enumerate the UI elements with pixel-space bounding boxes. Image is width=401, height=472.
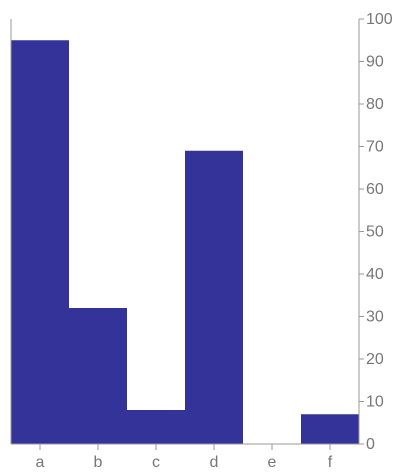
- y-tick-label: 40: [366, 266, 384, 283]
- x-tick-label: c: [152, 454, 160, 471]
- y-tick-label: 90: [366, 54, 384, 71]
- x-tick-label: d: [210, 454, 219, 471]
- bar-a: [11, 40, 69, 444]
- x-tick-label: f: [328, 454, 333, 471]
- y-tick-label: 20: [366, 351, 384, 368]
- y-tick-label: 0: [366, 436, 375, 453]
- bar-d: [185, 150, 243, 444]
- x-tick-label: a: [36, 454, 45, 471]
- y-tick-label: 10: [366, 394, 384, 411]
- bar-c: [127, 410, 185, 444]
- bar-b: [69, 308, 127, 444]
- y-tick-label: 70: [366, 139, 384, 156]
- y-tick-label: 60: [366, 181, 384, 198]
- bars-group: [11, 40, 359, 444]
- y-ticks-group: 0 10 20 30 40 50 60 70 80 90 100: [359, 11, 393, 453]
- x-labels-group: a b c d e f: [36, 444, 333, 471]
- y-tick-label: 50: [366, 224, 384, 241]
- y-tick-label: 100: [366, 11, 393, 28]
- y-tick-label: 80: [366, 96, 384, 113]
- y-tick-label: 30: [366, 309, 384, 326]
- bar-f: [301, 414, 359, 444]
- x-tick-label: e: [268, 454, 277, 471]
- x-tick-label: b: [94, 454, 103, 471]
